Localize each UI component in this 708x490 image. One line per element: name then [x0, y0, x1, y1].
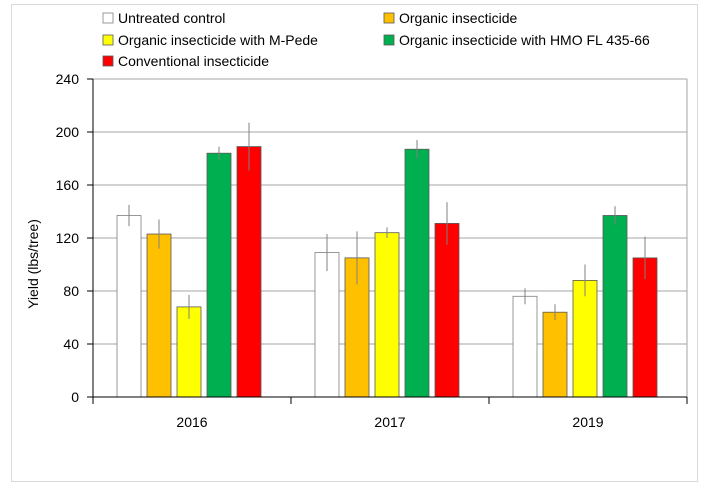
x-tick-label: 2016	[176, 414, 207, 430]
legend-swatch	[383, 12, 395, 24]
y-tick-label: 200	[56, 124, 80, 140]
x-tick-label: 2017	[374, 414, 405, 430]
y-axis-label: Yield (lbs/tree)	[25, 219, 41, 309]
bar	[434, 223, 460, 398]
legend-item: Organic insecticide	[383, 10, 517, 26]
x-tick-label: 2019	[572, 414, 603, 430]
legend-swatch	[383, 34, 395, 46]
bar	[236, 146, 262, 398]
legend: Untreated control Organic insecticide Orga…	[102, 10, 650, 69]
y-tick-label: 80	[63, 283, 79, 299]
y-tick-label: 160	[56, 177, 80, 193]
legend-label: Untreated control	[118, 10, 225, 26]
bar	[146, 233, 172, 398]
error-bars	[128, 122, 646, 321]
y-tick-label: 40	[63, 336, 79, 352]
legend-swatch	[102, 55, 114, 67]
legend-item: Organic insecticide with M-Pede	[102, 32, 318, 48]
bar	[542, 311, 568, 398]
legend-swatch	[102, 12, 114, 24]
legend-item: Organic insecticide with HMO FL 435-66	[383, 32, 650, 48]
legend-label: Organic insecticide with HMO FL 435-66	[399, 32, 650, 48]
y-tick-label: 120	[56, 230, 80, 246]
axes: 0 40 80 120 160 200 240 2016 2017 2019	[56, 71, 688, 430]
bar	[314, 252, 340, 398]
bars	[116, 146, 658, 398]
bar	[404, 148, 430, 398]
legend-swatch	[102, 34, 114, 46]
legend-label: Conventional insecticide	[118, 53, 269, 69]
bar	[572, 279, 598, 398]
bar	[116, 215, 142, 398]
bar	[602, 215, 628, 398]
legend-item: Conventional insecticide	[102, 53, 269, 69]
legend-label: Organic insecticide	[399, 10, 517, 26]
legend-label: Organic insecticide with M-Pede	[118, 32, 318, 48]
legend-item: Untreated control	[102, 10, 225, 26]
chart-frame	[11, 4, 698, 482]
bar	[374, 232, 400, 398]
y-tick-label: 240	[56, 71, 80, 87]
bar	[206, 152, 232, 398]
y-tick-label: 0	[71, 389, 79, 405]
bar	[176, 306, 202, 398]
bar	[512, 295, 538, 398]
